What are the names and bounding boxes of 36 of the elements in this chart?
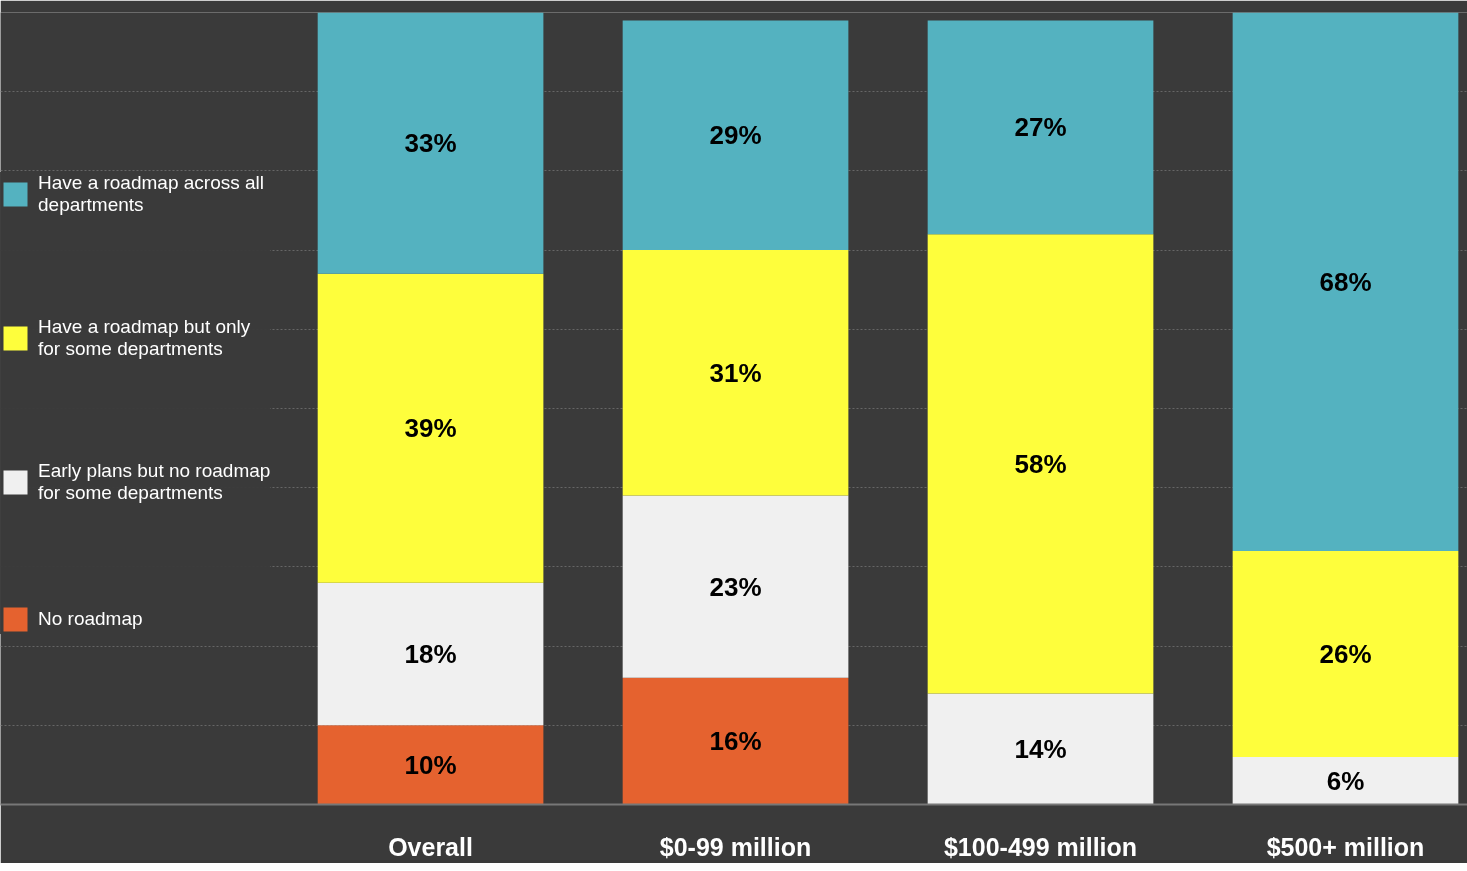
data-label: 33%: [404, 128, 457, 159]
bar: [317, 725, 544, 805]
bar: [927, 693, 1154, 805]
data-label: 58%: [1014, 448, 1067, 479]
x-tick-label: $0-99 million: [659, 832, 812, 861]
x-tick-label: $500+ million: [1266, 832, 1425, 861]
bar: [622, 20, 849, 251]
data-label: 10%: [404, 749, 457, 780]
data-label: 23%: [709, 571, 762, 602]
data-label: 68%: [1319, 266, 1372, 297]
legend-label: Early plans but no roadmap for some departments: [38, 460, 271, 504]
x-tick-label: $100-499 million: [943, 832, 1138, 861]
bar: [1232, 12, 1459, 552]
x-tick-label: Overall: [388, 832, 473, 861]
data-label: 39%: [404, 413, 457, 444]
bar: [317, 12, 544, 274]
bar: [1232, 551, 1459, 757]
bar: [317, 273, 544, 583]
legend-label: Have a roadmap but only for some departments: [38, 316, 251, 360]
bar: [622, 495, 849, 678]
data-label: 14%: [1014, 734, 1067, 765]
legend-label: No roadmap: [38, 608, 143, 630]
bar: [622, 677, 849, 805]
data-label: 18%: [404, 639, 457, 670]
data-label: 16%: [709, 726, 762, 757]
data-label: 29%: [709, 120, 762, 151]
bar: [1232, 756, 1459, 805]
data-label: 31%: [709, 357, 762, 388]
data-label: 27%: [1014, 112, 1067, 143]
legend-label: Have a roadmap across all departments: [38, 172, 264, 216]
bar: [622, 250, 849, 496]
data-label: 6%: [1326, 765, 1365, 796]
bar: [927, 20, 1154, 235]
data-label: 26%: [1319, 639, 1372, 670]
bar: [317, 582, 544, 726]
bar: [927, 234, 1154, 694]
